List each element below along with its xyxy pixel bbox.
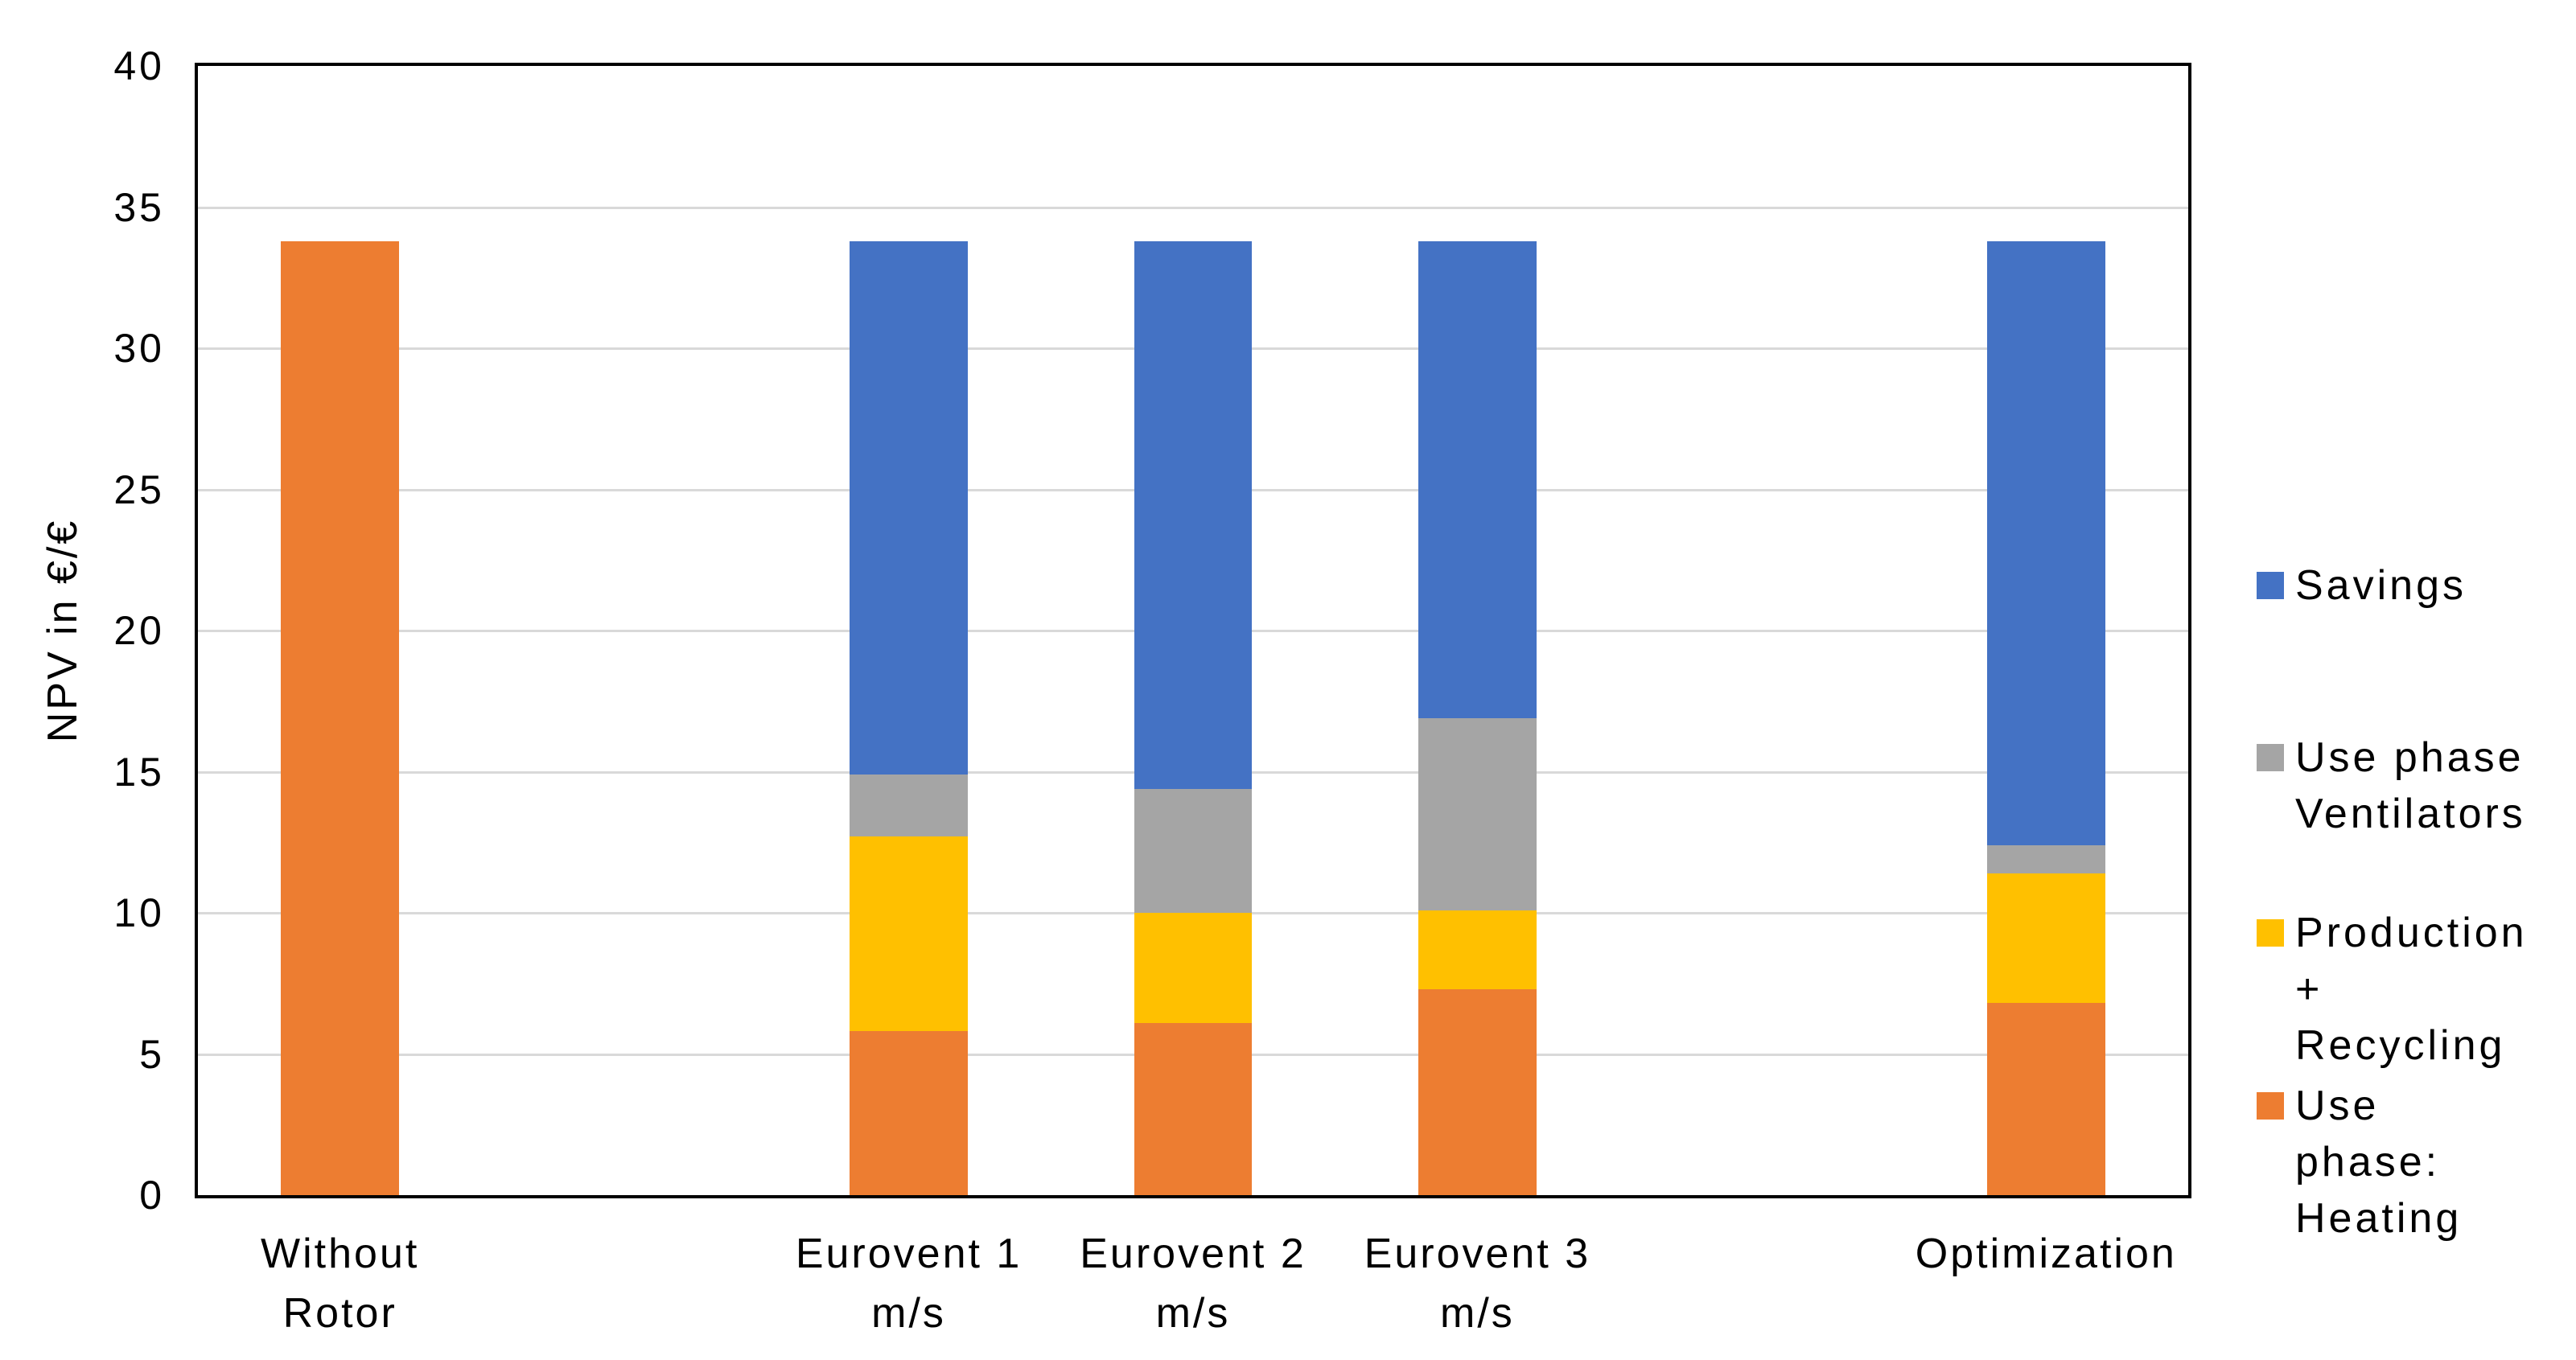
- legend-item: Production + Recycling: [2257, 905, 2528, 1074]
- y-tick-label: 30: [113, 326, 165, 371]
- legend-item: Savings: [2257, 557, 2467, 614]
- plot-area: [195, 63, 2191, 1198]
- bar-segment: [1134, 788, 1253, 913]
- legend-label: Production + Recycling: [2295, 910, 2528, 1069]
- y-tick-label: 0: [139, 1173, 165, 1218]
- x-category-label: Optimization: [1915, 1231, 2177, 1277]
- legend-label: Use phase Ventilators: [2295, 734, 2526, 837]
- y-tick-label: 20: [113, 608, 165, 653]
- bar-segment: [1134, 240, 1253, 789]
- bar-segment: [1986, 873, 2105, 1004]
- bar-segment: [1418, 717, 1537, 910]
- legend-item: Use phase: Heating: [2257, 1078, 2462, 1247]
- bar-segment: [850, 836, 968, 1032]
- legend-label: Savings: [2295, 562, 2467, 609]
- x-category-label: Eurovent 3 m/s: [1364, 1231, 1591, 1337]
- y-tick-label: 10: [113, 890, 165, 935]
- bar-segment: [1134, 913, 1253, 1023]
- bar-segment: [1418, 988, 1537, 1195]
- bar-segment: [1986, 844, 2105, 873]
- bar-segment: [1418, 910, 1537, 989]
- legend-swatch-icon: [2257, 919, 2284, 947]
- legend-swatch-icon: [2257, 744, 2284, 771]
- x-category-label: Without Rotor: [261, 1231, 420, 1337]
- bar-segment: [1986, 240, 2105, 845]
- bar-segment: [850, 775, 968, 837]
- y-tick-label: 25: [113, 466, 165, 512]
- bar-segment: [850, 240, 968, 775]
- y-tick-label: 15: [113, 749, 165, 795]
- gridline: [198, 206, 2188, 209]
- legend-item: Use phase Ventilators: [2257, 729, 2526, 842]
- x-category-label: Eurovent 1 m/s: [795, 1231, 1023, 1337]
- bar-segment: [1134, 1022, 1253, 1195]
- bar-segment: [1418, 240, 1537, 718]
- y-tick-label: 40: [113, 43, 165, 88]
- x-category-label: Eurovent 2 m/s: [1080, 1231, 1307, 1337]
- y-tick-label: 35: [113, 184, 165, 230]
- legend-swatch-icon: [2257, 572, 2284, 599]
- bar-segment: [1986, 1003, 2105, 1195]
- bar-segment: [850, 1031, 968, 1195]
- legend-swatch-icon: [2257, 1092, 2284, 1120]
- legend-label: Use phase: Heating: [2295, 1083, 2463, 1242]
- y-tick-label: 5: [139, 1031, 165, 1077]
- bar-segment: [281, 240, 400, 1195]
